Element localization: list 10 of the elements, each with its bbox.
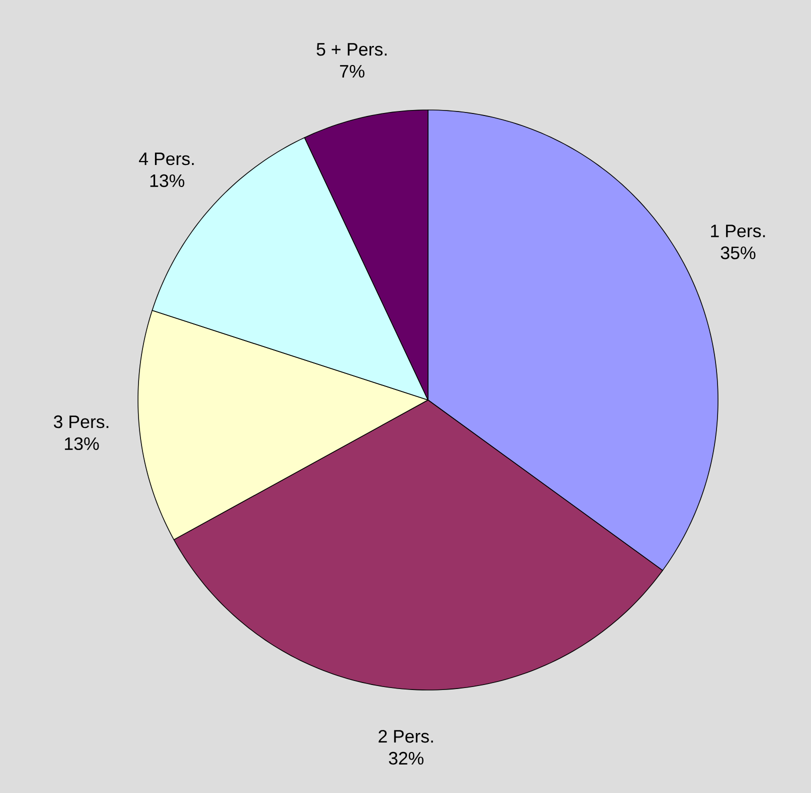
slice-label: 5 + Pers. (316, 43, 387, 56)
data-label: 13% (64, 437, 99, 450)
slice-label: 1 Pers. (711, 224, 765, 238)
data-label: 13% (150, 174, 184, 188)
slice-label: 4 Pers. (138, 152, 194, 166)
data-label: 7% (340, 64, 364, 78)
slice-label: 3 Pers. (54, 415, 108, 428)
slice-label: 2 Pers. (378, 730, 433, 743)
data-label: 32% (388, 752, 424, 765)
data-label: 35% (720, 246, 756, 260)
